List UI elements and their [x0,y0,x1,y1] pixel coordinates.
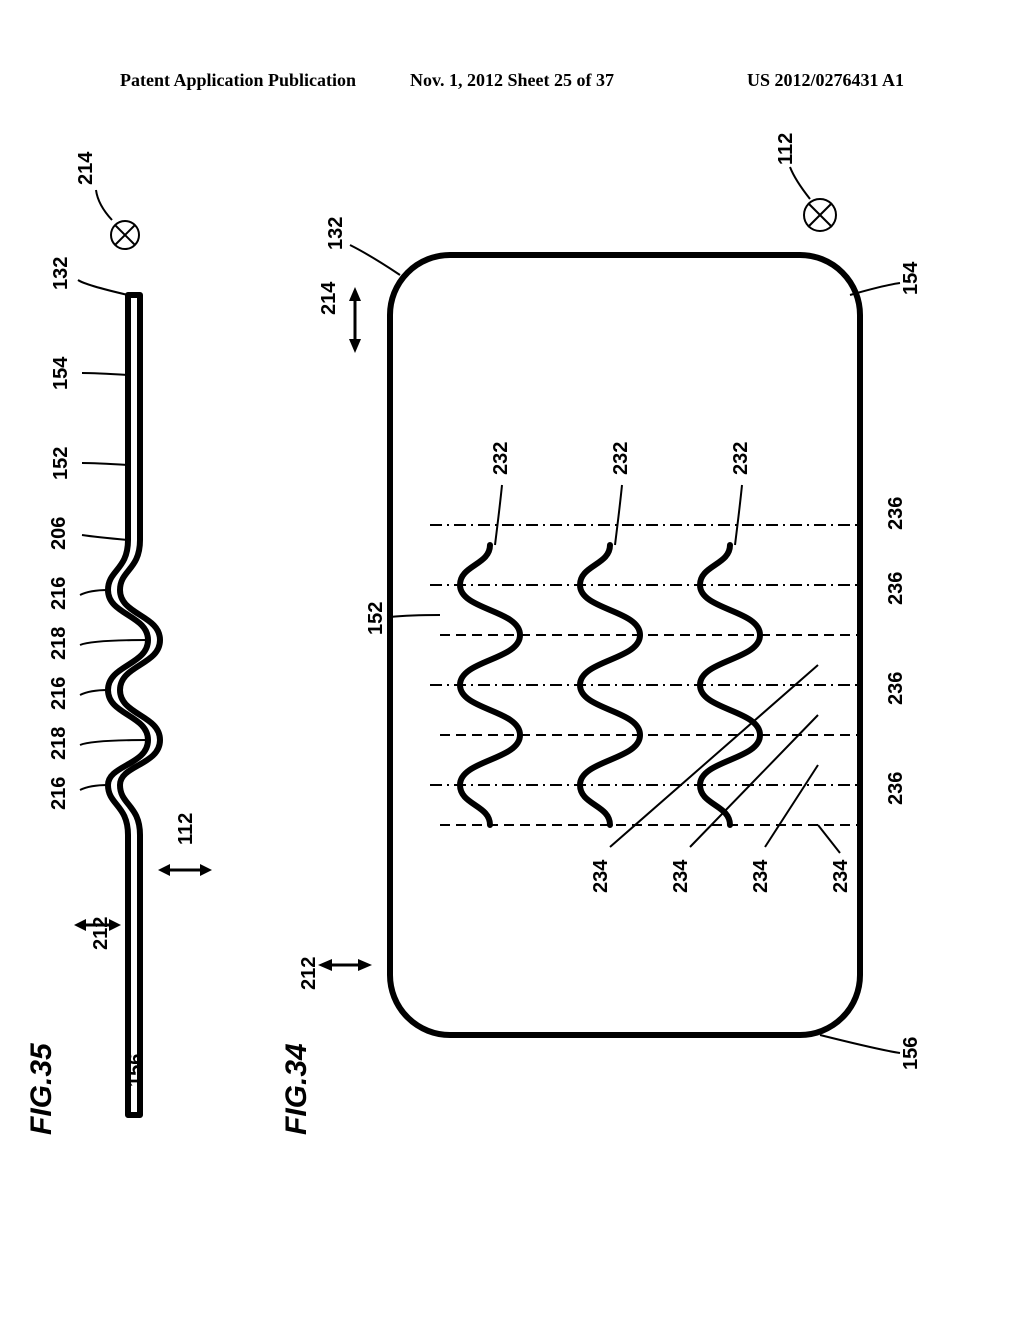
arrow-112 [158,864,212,876]
ref-112-fig35: 112 [175,813,198,845]
ref-232a: 232 [490,442,513,475]
figures-rotated-wrap: FIG.35 [30,335,990,1005]
ref-234a: 234 [590,860,613,893]
ref-232b: 232 [610,442,633,475]
header-left: Patent Application Publication [120,70,356,91]
ref-214-fig35: 214 [75,152,98,185]
page: Patent Application Publication Nov. 1, 2… [0,0,1024,1320]
ref-236c: 236 [885,572,908,605]
ref-152-fig35: 152 [50,447,73,480]
ref-132-fig35: 132 [50,257,73,290]
ref-234d: 234 [830,860,853,893]
ref-212-fig35: 212 [90,917,113,950]
header-mid: Nov. 1, 2012 Sheet 25 of 37 [410,70,614,91]
ref-236a: 236 [885,772,908,805]
ref-206: 206 [48,517,71,550]
ref-112-fig34: 112 [775,133,798,165]
ref-234b: 234 [670,860,693,893]
arrow-212-fig34 [318,959,372,971]
fig34-label: FIG.34 [280,1043,314,1135]
fig34-drawing [320,135,940,1085]
ref-156-fig34: 156 [900,1037,923,1070]
ref-216a: 216 [48,777,71,810]
symbol-214-fig35 [96,190,139,249]
ref-218a: 218 [48,727,71,760]
ref-236b: 236 [885,672,908,705]
fig35-label: FIG.35 [25,1043,59,1135]
ref-234c: 234 [750,860,773,893]
ref-152-fig34: 152 [365,602,388,635]
ref-216c: 216 [48,577,71,610]
ref-214-fig34: 214 [318,282,341,315]
ref-156-fig35: 156 [125,1054,148,1087]
ref-132-fig34: 132 [325,217,348,250]
header-right: US 2012/0276431 A1 [747,70,904,91]
ref-154-fig34: 154 [900,262,923,295]
ref-154-fig35: 154 [50,357,73,390]
ref-236d: 236 [885,497,908,530]
ref-232c: 232 [730,442,753,475]
arrow-214-fig34 [349,287,361,353]
ref-216b: 216 [48,677,71,710]
symbol-112-fig34 [790,167,836,231]
ref-212-fig34: 212 [298,957,321,990]
ref-218b: 218 [48,627,71,660]
fig35-drawing [70,175,210,1135]
